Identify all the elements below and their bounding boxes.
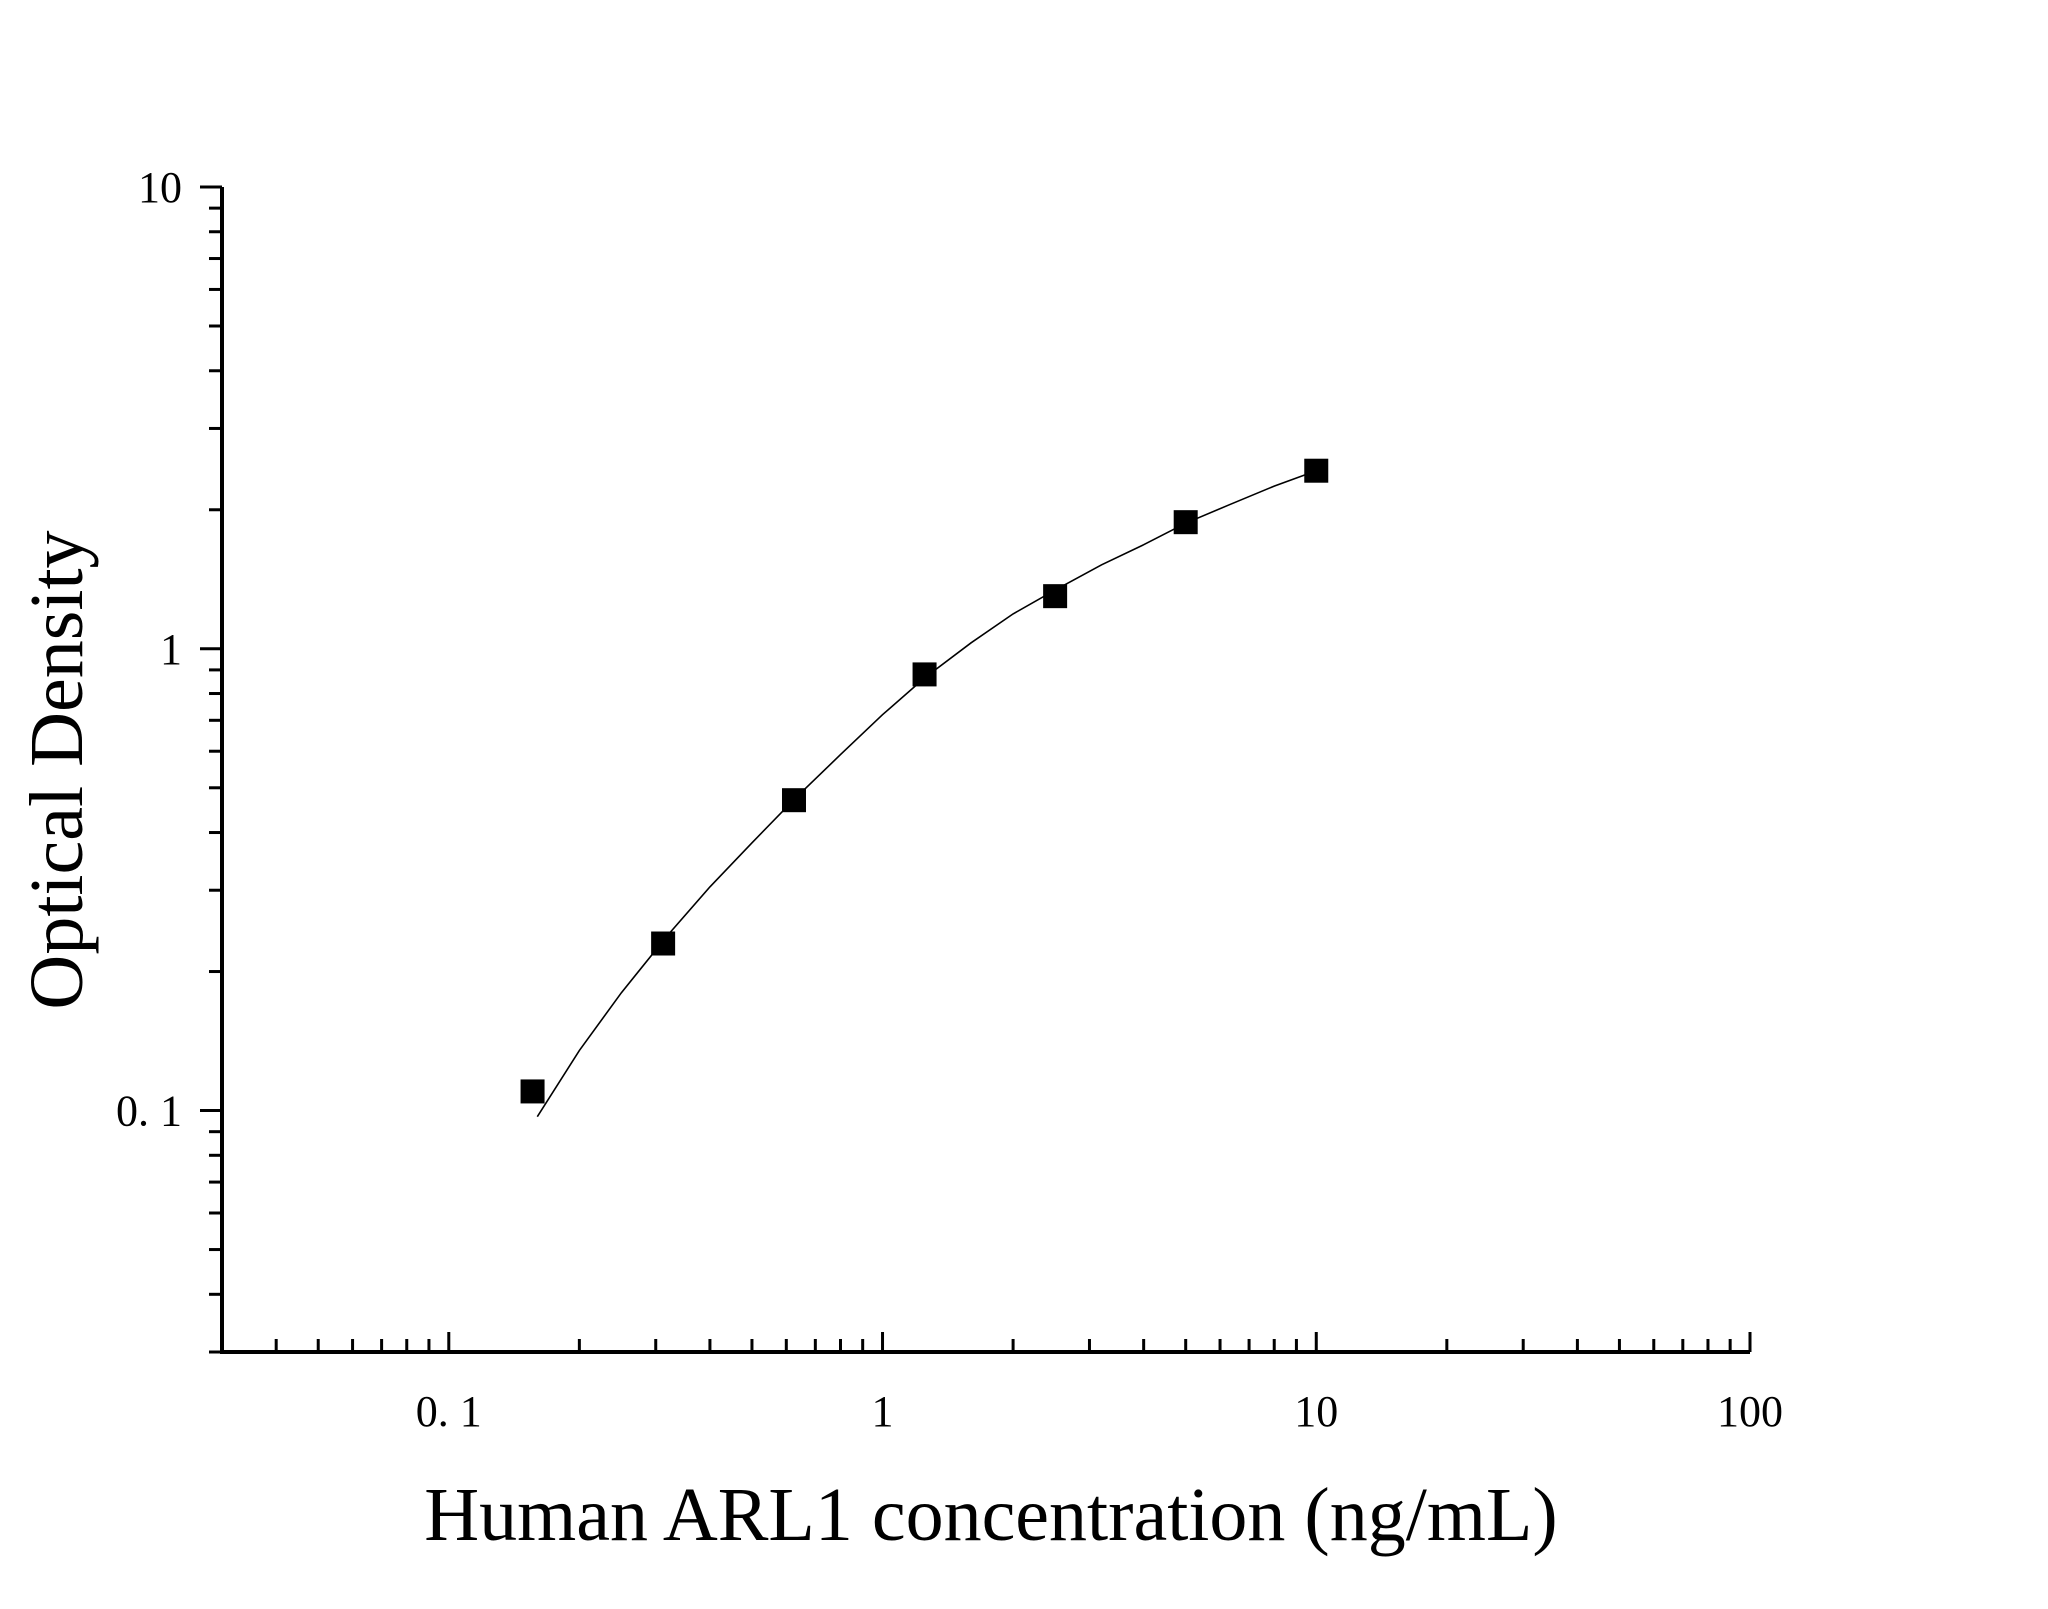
y-tick-label: 1 xyxy=(160,625,182,674)
data-point xyxy=(520,1079,545,1104)
x-tick-label: 0. 1 xyxy=(416,1387,482,1436)
axes xyxy=(220,187,1750,1354)
y-tick-labels: 0. 1 1 10 xyxy=(116,163,182,1136)
y-axis-title: Optical Density xyxy=(15,530,99,1009)
x-axis-title: Human ARL1 concentration (ng/mL) xyxy=(424,1473,1557,1557)
x-tick-labels: 0. 1 1 10 100 xyxy=(416,1387,1783,1436)
data-point xyxy=(1173,510,1198,535)
data-point xyxy=(1304,458,1329,483)
x-ticks xyxy=(220,1332,1752,1352)
data-point xyxy=(912,662,937,687)
data-points xyxy=(520,458,1329,1104)
x-tick-label: 100 xyxy=(1717,1387,1783,1436)
y-tick-label: 0. 1 xyxy=(116,1087,182,1136)
x-tick-label: 10 xyxy=(1294,1387,1338,1436)
x-tick-label: 1 xyxy=(872,1387,894,1436)
data-point xyxy=(781,788,806,813)
y-ticks xyxy=(200,185,222,1354)
y-tick-label: 10 xyxy=(138,163,182,212)
data-point xyxy=(1043,584,1068,609)
data-point xyxy=(651,931,676,956)
